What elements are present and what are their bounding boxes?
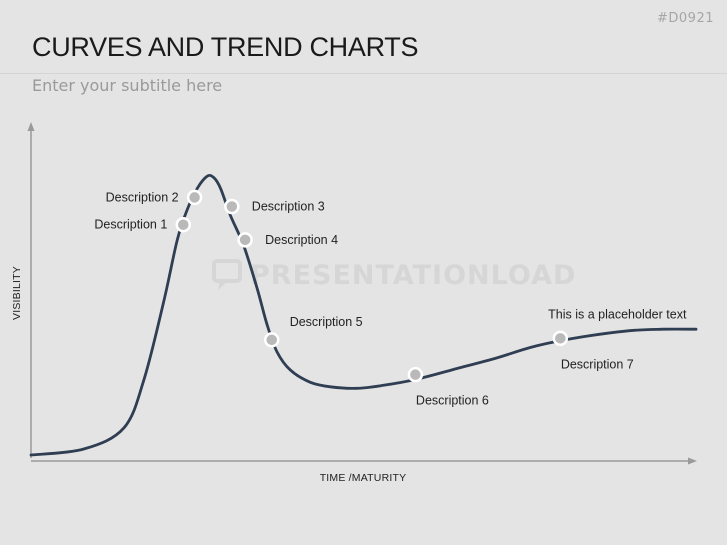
annotation-marker xyxy=(552,330,569,347)
annotation-marker xyxy=(186,189,203,206)
x-axis-arrow xyxy=(688,457,697,465)
annotation-markers xyxy=(175,189,569,383)
annotation-label: Description 3 xyxy=(252,200,325,214)
annotation-label: Description 6 xyxy=(416,394,489,408)
annotation-label: Description 5 xyxy=(290,315,363,329)
annotation-label: Description 4 xyxy=(265,233,338,247)
annotation-marker xyxy=(224,198,240,215)
annotation-label: Description 1 xyxy=(94,218,167,232)
annotation-marker xyxy=(263,332,280,348)
axes xyxy=(27,122,697,465)
annotation-marker xyxy=(237,232,253,248)
annotation-marker xyxy=(407,366,424,383)
annotation-labels: Description 1 Description 2 Description 3 D… xyxy=(94,190,687,407)
slide-id: #D0921 xyxy=(657,11,714,26)
title-divider xyxy=(0,73,727,74)
annotation-label: Description 7 xyxy=(561,357,634,371)
page-subtitle: Enter your subtitle here xyxy=(32,76,223,95)
annotation-label: This is a placeholder text xyxy=(548,307,687,321)
page-title: CURVES AND TREND CHARTS xyxy=(32,32,419,62)
y-axis-arrow xyxy=(27,122,35,131)
y-axis-label: VISIBILITY xyxy=(11,266,23,320)
series-line xyxy=(29,173,698,457)
x-axis-label: TIME /MATURITY xyxy=(320,472,407,484)
annotation-marker xyxy=(175,216,192,233)
annotation-label: Description 2 xyxy=(106,190,179,204)
